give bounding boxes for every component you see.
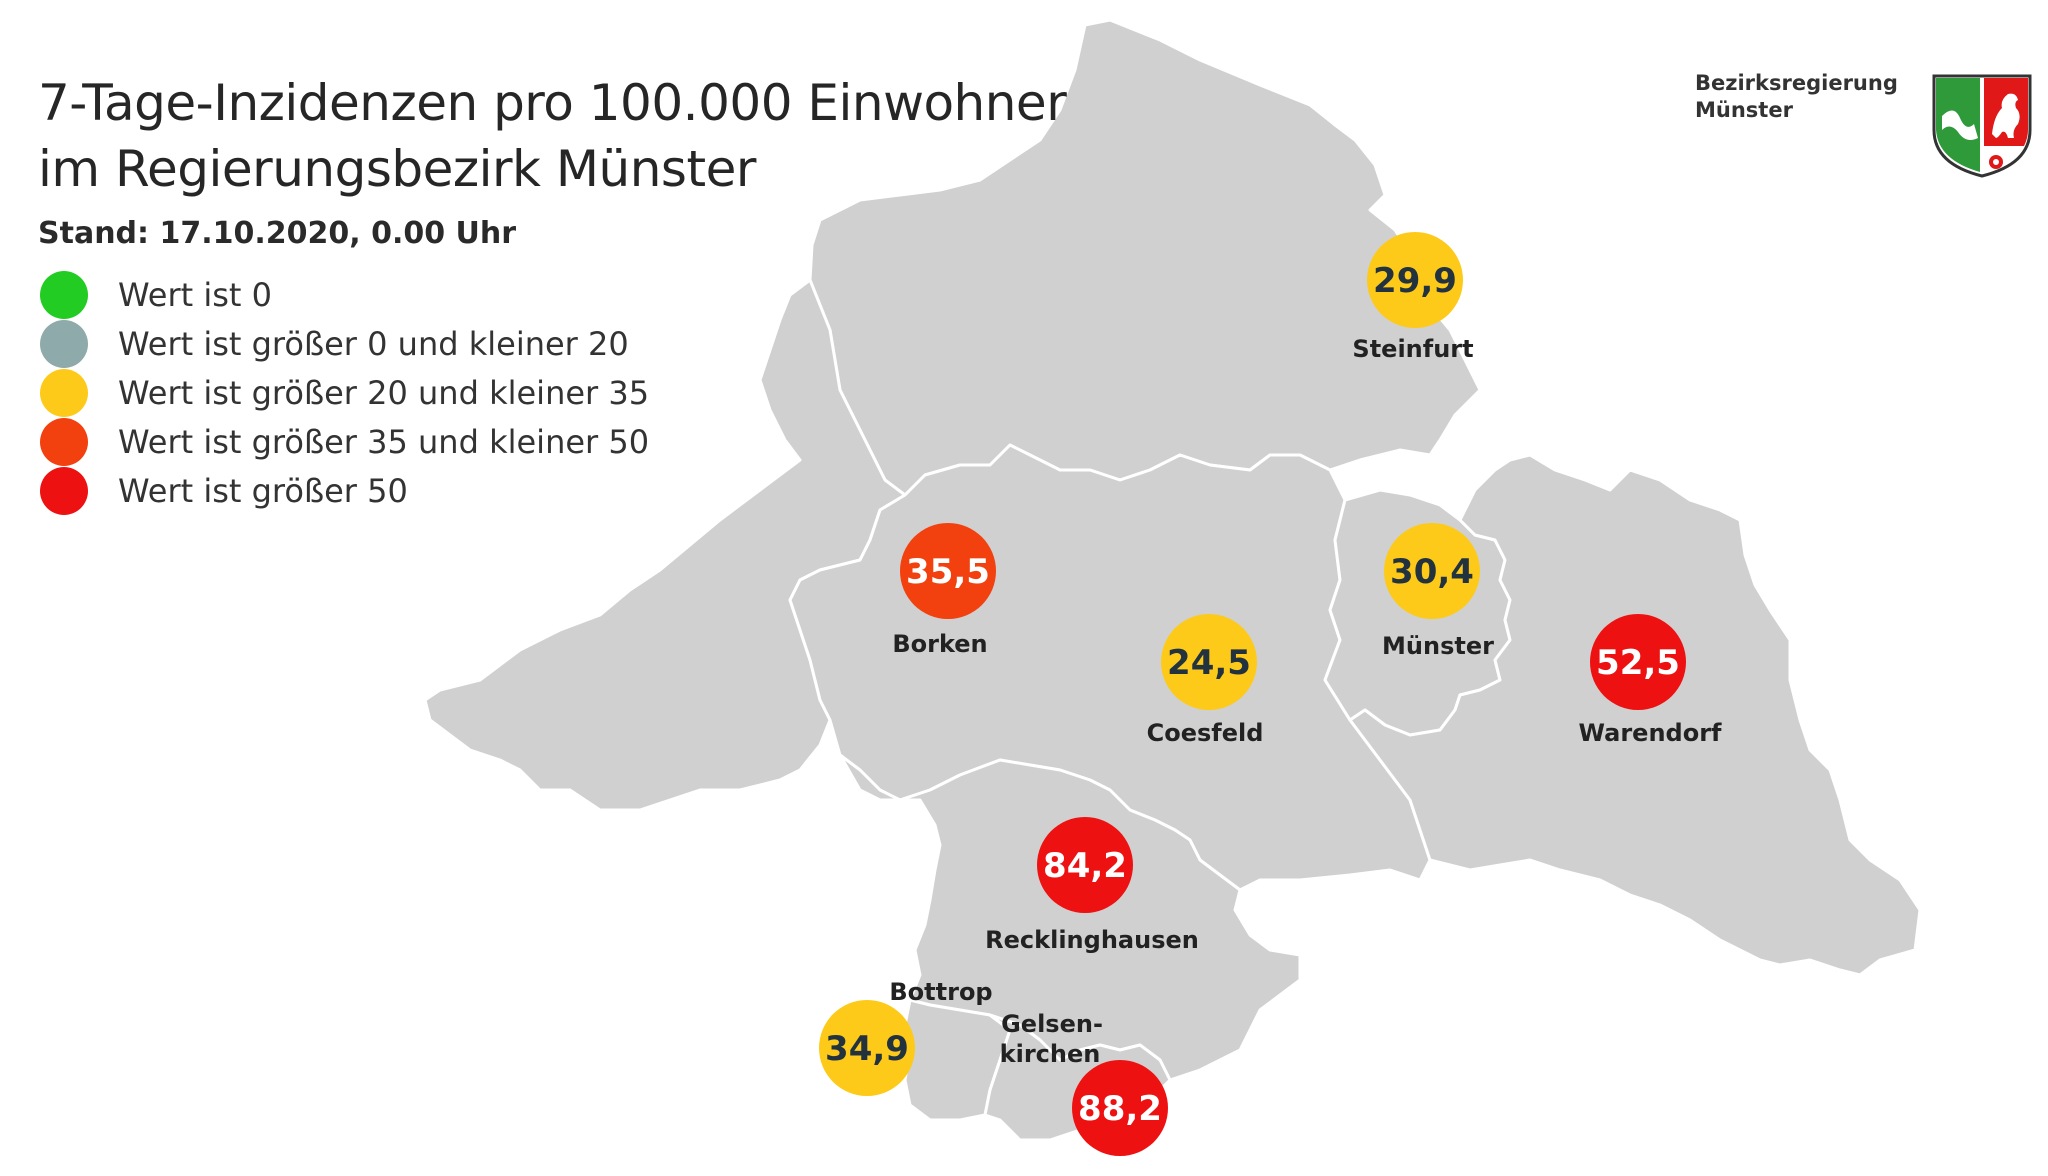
legend-swatch xyxy=(40,466,88,515)
incidence-value: 84,2 xyxy=(1043,846,1127,886)
incidence-circle xyxy=(1590,614,1686,710)
title-line-1: 7-Tage-Inzidenzen pro 100.000 Einwohner xyxy=(38,74,1067,132)
legend-label: Wert ist größer 35 und kleiner 50 xyxy=(118,422,650,461)
legend-item: Wert ist größer 20 und kleiner 35 xyxy=(40,368,649,417)
badge-recklinghausen[interactable]: 84,2 Recklinghausen xyxy=(985,817,1199,954)
legend-label: Wert ist größer 20 und kleiner 35 xyxy=(118,373,650,412)
nrw-coat-of-arms-icon xyxy=(1932,74,2032,178)
incidence-value: 29,9 xyxy=(1373,261,1457,301)
legend-item: Wert ist 0 xyxy=(40,270,649,319)
organization-name: Bezirksregierung Münster xyxy=(1695,70,1898,124)
district-name: Steinfurt xyxy=(1352,335,1473,363)
title-block: 7-Tage-Inzidenzen pro 100.000 Einwohner … xyxy=(38,70,1067,251)
incidence-circle xyxy=(900,523,996,619)
legend: Wert ist 0 Wert ist größer 0 und kleiner… xyxy=(40,270,649,515)
incidence-value: 34,9 xyxy=(825,1029,909,1069)
legend-item: Wert ist größer 50 xyxy=(40,466,649,515)
badge-gelsenkirchen[interactable]: Gelsen- kirchen 88,2 xyxy=(1000,1010,1168,1156)
legend-label: Wert ist 0 xyxy=(118,275,272,314)
legend-label: Wert ist größer 0 und kleiner 20 xyxy=(118,324,629,363)
district-name: Münster xyxy=(1382,632,1494,660)
stand-date: Stand: 17.10.2020, 0.00 Uhr xyxy=(38,216,517,251)
incidence-circle xyxy=(1384,523,1480,619)
legend-label: Wert ist größer 50 xyxy=(118,471,408,510)
legend-swatch xyxy=(40,270,88,319)
organization-line-2: Münster xyxy=(1695,98,1793,122)
region-recklinghausen[interactable] xyxy=(838,753,1302,1082)
incidence-circle xyxy=(1367,232,1463,328)
title-line-2: im Regierungsbezirk Münster xyxy=(38,140,756,198)
incidence-value: 88,2 xyxy=(1078,1089,1162,1129)
legend-swatch xyxy=(40,319,88,368)
incidence-circle xyxy=(819,1000,915,1096)
badge-bottrop[interactable]: Bottrop 34,9 xyxy=(819,978,993,1096)
legend-swatch xyxy=(40,368,88,417)
badge-steinfurt[interactable]: 29,9 Steinfurt xyxy=(1352,232,1474,363)
incidence-value: 30,4 xyxy=(1390,552,1474,592)
badge-coesfeld[interactable]: 24,5 Coesfeld xyxy=(1147,614,1264,747)
district-name: Warendorf xyxy=(1579,719,1723,747)
organization-line-1: Bezirksregierung xyxy=(1695,71,1898,95)
incidence-value: 24,5 xyxy=(1167,643,1251,683)
incidence-value: 52,5 xyxy=(1596,643,1680,683)
badge-muenster[interactable]: 30,4 Münster xyxy=(1382,523,1494,660)
district-name-line1: Gelsen- xyxy=(1001,1010,1103,1038)
district-name: Recklinghausen xyxy=(985,926,1199,954)
incidence-circle xyxy=(1072,1060,1168,1156)
badge-borken[interactable]: 35,5 Borken xyxy=(892,523,996,658)
legend-swatch xyxy=(40,417,88,466)
legend-item: Wert ist größer 35 und kleiner 50 xyxy=(40,417,649,466)
region-warendorf[interactable] xyxy=(1348,453,1922,977)
district-name-line2: kirchen xyxy=(1000,1040,1101,1068)
district-name: Coesfeld xyxy=(1147,719,1264,747)
legend-item: Wert ist größer 0 und kleiner 20 xyxy=(40,319,649,368)
incidence-value: 35,5 xyxy=(906,552,990,592)
district-name: Borken xyxy=(892,630,987,658)
incidence-circle xyxy=(1161,614,1257,710)
badge-warendorf[interactable]: 52,5 Warendorf xyxy=(1579,614,1723,747)
district-name: Bottrop xyxy=(889,978,992,1006)
incidence-circle xyxy=(1037,817,1133,913)
